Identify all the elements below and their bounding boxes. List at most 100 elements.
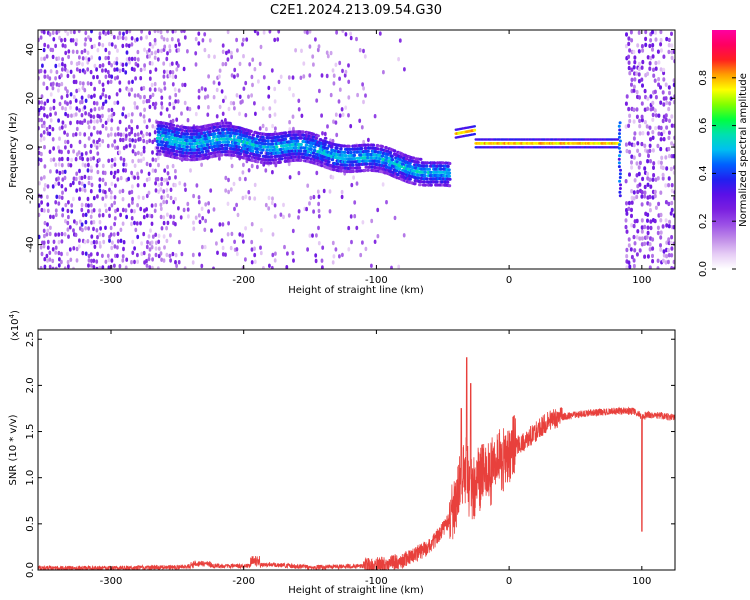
spectrogram-cell bbox=[136, 93, 140, 98]
spectrogram-cell bbox=[157, 152, 162, 156]
spectrogram-cell bbox=[63, 232, 67, 237]
spectrogram-cell bbox=[67, 200, 70, 205]
spectrogram-cell bbox=[627, 200, 631, 206]
spectrogram-cell bbox=[92, 265, 96, 269]
spectrogram-cell bbox=[644, 30, 648, 35]
spectrogram-cell bbox=[637, 66, 641, 72]
spectrogram-cell bbox=[226, 140, 231, 144]
spectrogram-cell bbox=[373, 239, 377, 244]
spectrogram-cell bbox=[338, 254, 341, 259]
spectrogram-cell bbox=[653, 89, 657, 95]
spectrogram-cell bbox=[93, 63, 97, 69]
spectrogram-cell bbox=[151, 92, 155, 98]
spectrogram-cell bbox=[664, 155, 668, 160]
spectrogram-cell bbox=[197, 213, 201, 218]
spectrogram-cell bbox=[109, 79, 113, 85]
spectrogram-cell bbox=[96, 194, 99, 199]
spectrogram-cell bbox=[250, 93, 254, 98]
spectrogram-cell bbox=[654, 113, 658, 118]
spectrogram-cell bbox=[386, 152, 390, 156]
spectrogram-cell bbox=[273, 112, 277, 117]
snr-y-tick-label: 0.5 bbox=[25, 516, 36, 532]
spectrogram-cell bbox=[316, 47, 320, 53]
spectrogram-cell bbox=[668, 101, 672, 106]
spectrogram-cell bbox=[186, 49, 189, 54]
spectrogram-cell bbox=[136, 259, 140, 264]
spectrogram-cell bbox=[169, 214, 173, 219]
spectrogram-cell bbox=[160, 95, 164, 100]
spectrogram-cell bbox=[42, 240, 46, 245]
spectrogram-cell bbox=[629, 30, 633, 35]
spectrogram-cell bbox=[38, 203, 41, 208]
spectrogram-cell bbox=[64, 139, 67, 145]
spectrogram-cell bbox=[216, 128, 220, 132]
spectrogram-cell bbox=[131, 250, 135, 255]
spectrogram-cell bbox=[131, 138, 135, 143]
spectrogram-cell bbox=[447, 171, 452, 175]
snr-scale-suffix: ) bbox=[10, 310, 21, 314]
spectrogram-cell bbox=[70, 157, 73, 163]
spectrogram-cell bbox=[221, 111, 225, 117]
spectrogram-cell bbox=[436, 173, 441, 178]
spectrogram-cell bbox=[139, 36, 143, 41]
spectrogram-cell bbox=[640, 229, 644, 234]
spectrogram-cell bbox=[98, 232, 102, 237]
spectrogram-cell bbox=[340, 107, 344, 112]
spectrogram-cell bbox=[87, 226, 90, 231]
spectrogram-cell bbox=[260, 228, 263, 233]
spectrogram-cell bbox=[253, 101, 256, 106]
spectrogram-cell bbox=[148, 61, 152, 66]
spectrogram-cell bbox=[134, 151, 137, 157]
spectrogram-cell bbox=[150, 51, 154, 56]
spectrogram-cell bbox=[670, 123, 674, 128]
spectrogram-cell bbox=[643, 241, 647, 246]
spectrogram-cell bbox=[638, 236, 642, 241]
spectrogram-cell bbox=[98, 79, 101, 85]
spectrogram-cell bbox=[308, 30, 312, 34]
spectrogram-cell bbox=[317, 214, 321, 219]
spectrogram-cell bbox=[212, 95, 216, 100]
spectrogram-cell bbox=[632, 49, 636, 55]
spectrogram-cell bbox=[659, 67, 663, 72]
spectrogram-cell bbox=[268, 106, 272, 111]
spectrogram-cell bbox=[277, 30, 281, 34]
spectrogram-cell bbox=[411, 156, 416, 160]
snr-y-tick-label: 2.0 bbox=[25, 377, 36, 393]
spectrogram-cell bbox=[227, 124, 231, 128]
spectrogram-cell bbox=[359, 146, 364, 151]
spectrogram-cell bbox=[338, 76, 341, 81]
spectrogram-cell bbox=[381, 182, 385, 187]
spectrogram-cell bbox=[643, 224, 647, 230]
spectrogram-cell bbox=[104, 47, 108, 53]
spectrogram-cell bbox=[618, 190, 622, 194]
spectrogram-cell bbox=[101, 139, 105, 144]
spectrogram-cell bbox=[672, 154, 675, 159]
spectrogram-cell bbox=[334, 112, 338, 117]
spectrogram-cell bbox=[221, 131, 225, 135]
spectrogram-cell bbox=[320, 160, 324, 164]
spectrogram-cell bbox=[230, 163, 234, 169]
spectrogram-cell bbox=[147, 256, 151, 262]
spectrogram-cell bbox=[632, 84, 636, 90]
spectrogram-cell bbox=[90, 209, 94, 214]
spectrogram-cell bbox=[664, 82, 668, 87]
spectrogram-cell bbox=[154, 50, 157, 55]
spectrogram-cell bbox=[61, 213, 64, 218]
spectrogram-cell bbox=[101, 163, 105, 169]
spectrogram-cell bbox=[211, 138, 215, 143]
spectrogram-cell bbox=[627, 41, 631, 47]
spectrogram-cell bbox=[142, 156, 146, 161]
spectrogram-cell bbox=[254, 111, 257, 117]
spectrogram-cell bbox=[385, 149, 390, 153]
spectrogram-cell bbox=[104, 31, 108, 36]
spectrogram-cell bbox=[628, 48, 632, 53]
spectrogram-cell bbox=[154, 181, 158, 186]
spectrogram-cell bbox=[92, 195, 96, 201]
spectrogram-cell bbox=[244, 257, 247, 262]
spectrogram-cell bbox=[270, 142, 275, 146]
spectrogram-cell bbox=[653, 78, 657, 83]
spectrogram-cell bbox=[233, 206, 236, 212]
spectrogram-cell bbox=[159, 111, 163, 116]
spectrogram-cell bbox=[93, 43, 96, 49]
spectrogram-cell bbox=[380, 154, 385, 158]
